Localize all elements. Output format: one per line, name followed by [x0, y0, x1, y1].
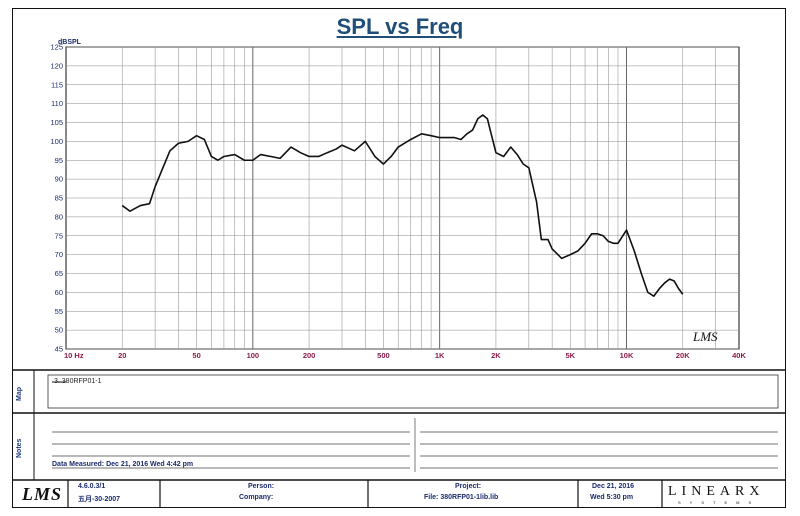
- footer-project-label: Project:: [455, 483, 482, 490]
- x-tick-label: 1K: [435, 351, 445, 360]
- x-tick-label: 100: [247, 351, 260, 360]
- x-tick-label: 10 Hz: [64, 351, 84, 360]
- x-tick-label: 20: [118, 351, 126, 360]
- footer-person-label: Person:: [248, 483, 275, 490]
- y-tick-label: 95: [55, 156, 63, 165]
- y-tick-label: 50: [55, 326, 63, 335]
- y-tick-label: 85: [55, 194, 63, 203]
- footer-lms-logo: LMS: [22, 484, 63, 504]
- y-tick-label: 60: [55, 288, 63, 297]
- footer-company-label: Company:: [239, 494, 274, 501]
- notes-lines: [52, 431, 778, 469]
- series-line: [121, 114, 684, 297]
- y-tick-label: 105: [50, 118, 63, 127]
- y-tick-label: 80: [55, 212, 63, 221]
- x-tick-label: 2K: [491, 351, 501, 360]
- x-tick-label: 50: [192, 351, 200, 360]
- y-tick-label: 90: [55, 175, 63, 184]
- legend-entry-label: 3. 380RFP01-1: [54, 378, 102, 385]
- map-section-label: Map: [16, 387, 23, 401]
- chart-title: SPL vs Freq: [336, 14, 464, 39]
- y-tick-label: 115: [51, 80, 63, 89]
- report-frame: [12, 8, 786, 508]
- x-tick-label: 10K: [620, 351, 634, 360]
- x-tick-label: 500: [377, 351, 390, 360]
- footer-file-label: File: 380RFP01-1lib.lib: [424, 494, 499, 501]
- x-tick-label: 200: [303, 351, 316, 360]
- y-tick-label: 65: [55, 269, 63, 278]
- linearx-systems-text: SYSTEMS: [678, 500, 761, 505]
- x-tick-label: 5K: [565, 351, 575, 360]
- y-tick-label: 55: [55, 307, 63, 316]
- grid: [66, 46, 739, 350]
- chart-lms-logo: LMS: [692, 329, 718, 344]
- footer-time: Wed 5:30 pm: [590, 494, 634, 501]
- map-box: [47, 374, 779, 409]
- footer-date: Dec 21, 2016: [592, 483, 635, 490]
- y-tick-label: 120: [50, 61, 63, 70]
- x-tick-label: 40K: [732, 351, 746, 360]
- y-tick-label: 100: [50, 137, 63, 146]
- footer-version: 4.6.0.3/1: [78, 483, 106, 490]
- x-tick-label: 20K: [676, 351, 690, 360]
- y-tick-label: 75: [55, 231, 63, 240]
- y-tick-label: 110: [51, 99, 63, 108]
- y-tick-label: 125: [50, 43, 63, 52]
- y-tick-label: 70: [55, 250, 63, 259]
- data-measured-text: Data Measured: Dec 21, 2016 Wed 4:42 pm: [52, 461, 194, 468]
- y-axis-label: dBSPL: [58, 39, 82, 46]
- notes-section-label: Notes: [16, 438, 23, 458]
- linearx-logo: LINEARX: [668, 484, 765, 499]
- y-tick-label: 45: [55, 345, 63, 354]
- footer-version-date: 五月-30-2007: [78, 496, 121, 503]
